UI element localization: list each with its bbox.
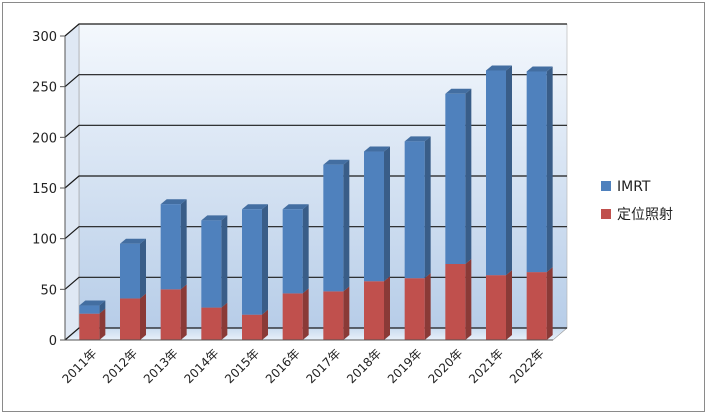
gridlines [64,23,567,341]
legend-label: 定位照射 [617,207,673,223]
gridline [64,74,567,88]
bar-segment-teii-shosha [364,276,390,340]
x-tick-label: 2014年 [181,346,221,386]
x-axis: 2011年 2012年 2013年 2014年 2015年 2016年 2017年 2018年… [59,339,553,386]
gridline [64,23,567,37]
bar-segment-imrt [201,215,228,308]
x-tick-label: 2017年 [303,346,343,386]
x-tick-label: 2022年 [507,346,547,386]
bar-segment-imrt [323,159,350,292]
y-axis: 0 50 100 150 200 250 300 [32,30,66,349]
x-tick-label: 2018年 [344,346,384,386]
y-tick-label: 50 [40,283,57,298]
bar-segment-teii-shosha [282,288,309,340]
bar-segment-imrt [364,146,390,282]
x-tick-label: 2012年 [100,346,140,386]
gridline [64,327,567,341]
bar-segment-teii-shosha [242,309,268,340]
gridline [64,124,567,138]
bar-segment-imrt [526,66,553,273]
bar-segment-teii-shosha [404,273,431,340]
y-tick-label: 200 [32,131,57,146]
bar-segment-teii-shosha [79,308,106,340]
x-tick-label: 2020年 [425,346,465,386]
bar-segment-teii-shosha [120,293,146,340]
legend-label: IMRT [617,179,651,195]
bar-segment-imrt [79,300,106,314]
legend-swatch [601,209,611,219]
y-tick-label: 300 [32,30,57,45]
legend-swatch [601,181,611,191]
bar-segment-teii-shosha [486,270,512,340]
x-tick-label: 2013年 [141,346,181,386]
gridline [64,175,567,189]
y-tick-label: 250 [32,81,57,96]
bar-segment-imrt [120,238,146,299]
bar-segment-teii-shosha [160,284,187,340]
x-tick-label: 2011年 [59,346,99,386]
bar-segment-imrt [242,204,268,315]
legend: IMRT 定位照射 [601,179,673,223]
bar-segment-imrt [160,199,187,290]
x-tick-label: 2021年 [466,346,506,386]
gridline [64,226,567,240]
y-tick-label: 100 [32,233,57,248]
bar-segment-imrt [486,65,512,276]
x-tick-label: 2015年 [222,346,262,386]
bar-segment-teii-shosha [323,286,350,340]
bar-segment-imrt [445,88,472,264]
y-tick-label: 0 [49,334,57,349]
gridline [64,276,567,290]
bars [79,65,553,340]
bar-segment-teii-shosha [201,302,228,340]
bar-segment-imrt [404,136,431,279]
y-tick-label: 150 [32,182,57,197]
x-tick-label: 2016年 [263,346,303,386]
bar-segment-teii-shosha [526,267,553,340]
x-tick-label: 2019年 [385,346,425,386]
bar-segment-teii-shosha [445,259,472,340]
bar-segment-imrt [282,204,309,294]
